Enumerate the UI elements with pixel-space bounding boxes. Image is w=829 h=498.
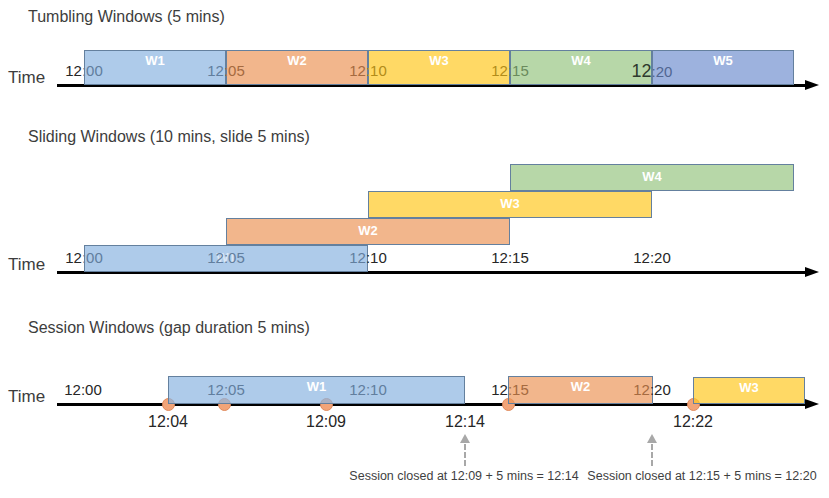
axis-arrow-icon — [805, 267, 819, 277]
tick-part: :00 — [82, 249, 103, 266]
window-label: W4 — [642, 170, 662, 184]
tick-label: 12:20 — [632, 61, 673, 82]
time-axis-label-tumbling: Time — [8, 68, 45, 88]
session-closed-annotation-1: Session closed at 12:09 + 5 mins = 12:14 — [349, 469, 578, 483]
dashed-arrow-head-icon — [647, 434, 657, 443]
tick-part: :15 — [508, 62, 529, 79]
tick-part: :20 — [650, 381, 671, 398]
dashed-arrow-line — [464, 444, 466, 466]
tumbling-title: Tumbling Windows (5 mins) — [28, 8, 225, 26]
tick-part: 12 — [349, 62, 366, 79]
tick-part: 12:10 — [349, 381, 387, 398]
tick-part: :10 — [366, 62, 387, 79]
tick-label: 12:10 — [349, 248, 387, 268]
tick-label: 12:15 — [491, 61, 529, 81]
window-label: W1 — [307, 380, 327, 394]
tick-label: 12:10 — [349, 380, 387, 400]
tick-label: 12:05 — [207, 248, 245, 268]
tick-part: 12 — [349, 249, 366, 266]
session-closed-annotation-2: Session closed at 12:15 + 5 mins = 12:20 — [587, 469, 816, 483]
dashed-arrow-line — [651, 444, 653, 466]
tick-part: :10 — [366, 249, 387, 266]
tick-label: 12:05 — [207, 380, 245, 400]
tick-part: 12:15 — [491, 249, 529, 266]
window-label: W3 — [739, 381, 759, 395]
tick-label: 12:20 — [633, 380, 671, 400]
event-time-label: 12:14 — [445, 413, 485, 431]
tick-label: 12:00 — [65, 248, 103, 268]
tick-part: :15 — [508, 381, 529, 398]
event-time-label: 12:22 — [673, 413, 713, 431]
tick-part: 12 — [491, 381, 508, 398]
window-label: W3 — [500, 197, 520, 211]
tick-part: 12:05 — [207, 381, 245, 398]
window-label: W2 — [358, 224, 378, 238]
tick-part: 12 — [65, 62, 82, 79]
tick-label: 12:15 — [491, 380, 529, 400]
window-label: W4 — [571, 54, 591, 68]
tick-part: 12 — [633, 381, 650, 398]
tick-label: 12:00 — [64, 380, 102, 400]
tick-part: 12 — [65, 249, 82, 266]
sliding-title: Sliding Windows (10 mins, slide 5 mins) — [28, 128, 310, 146]
time-axis-label-session: Time — [8, 387, 45, 407]
axis-arrow-icon — [805, 399, 819, 409]
tick-label: 12:00 — [65, 61, 103, 81]
tick-label: 12:15 — [491, 248, 529, 268]
tick-part: :00 — [82, 62, 103, 79]
tick-label: 12:10 — [349, 61, 387, 81]
event-time-label: 12:09 — [306, 413, 346, 431]
window-label: W3 — [429, 54, 449, 68]
window-label: W1 — [145, 54, 165, 68]
axis-arrow-icon — [805, 80, 819, 90]
tick-part: 12:20 — [633, 249, 671, 266]
stream-windowing-diagram: Tumbling Windows (5 mins) Sliding Window… — [0, 0, 829, 498]
window-label: W5 — [713, 54, 733, 68]
tick-part: 12 — [632, 61, 652, 81]
tick-part: 12:05 — [207, 249, 245, 266]
window-label: W2 — [287, 54, 307, 68]
tick-label: 12:05 — [207, 61, 245, 81]
tick-part: :20 — [652, 63, 673, 80]
tick-part: :05 — [224, 62, 245, 79]
event-time-label: 12:04 — [148, 413, 188, 431]
tick-part: 12:00 — [64, 381, 102, 398]
tick-label: 12:20 — [633, 248, 671, 268]
session-title: Session Windows (gap duration 5 mins) — [28, 319, 310, 337]
tick-part: 12 — [491, 62, 508, 79]
time-axis-label-sliding: Time — [8, 255, 45, 275]
dashed-arrow-head-icon — [460, 434, 470, 443]
window-label: W2 — [571, 380, 591, 394]
tick-part: 12 — [207, 62, 224, 79]
